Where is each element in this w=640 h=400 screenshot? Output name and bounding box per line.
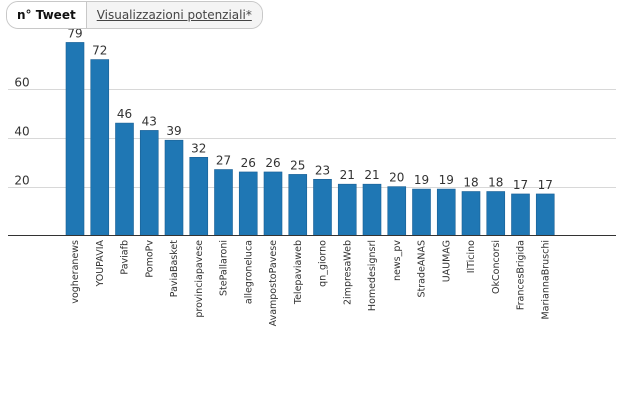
value-label: 25 (290, 158, 305, 172)
value-label: 26 (241, 156, 256, 170)
category-label: news_pv (392, 240, 403, 281)
category-label: PaviaBasket (169, 240, 180, 298)
value-label: 32 (191, 141, 206, 155)
value-label: 19 (439, 173, 454, 187)
value-label: 39 (166, 124, 181, 138)
category-label: IlTicino (466, 240, 477, 273)
tab-tweet-count[interactable]: n° Tweet (7, 2, 87, 28)
bars (65, 42, 555, 236)
category-label: AvampostoPavese (268, 240, 279, 327)
category-label: qn_giorno (318, 240, 329, 287)
bar-StradeANAS[interactable] (412, 188, 431, 236)
category-label: FrancesBrigida (516, 240, 527, 310)
category-label: MariannaBruschi (540, 240, 551, 320)
value-label: 21 (364, 168, 379, 182)
value-label: 26 (265, 156, 280, 170)
category-label: 2impresaWeb (342, 240, 353, 305)
value-label: 18 (488, 176, 503, 190)
y-tick-label: 20 (14, 174, 29, 188)
category-label: vogheranews (70, 240, 81, 304)
metric-tab-bar: n° Tweet Visualizzazioni potenziali* (6, 1, 263, 29)
bar-Telepaviaweb[interactable] (288, 174, 308, 236)
value-label: 20 (389, 171, 404, 185)
bar-Homedesignsrl[interactable] (362, 183, 382, 236)
category-label: Paviafb (120, 240, 131, 275)
value-label: 17 (513, 178, 528, 192)
category-label: OkConcorsi (491, 240, 502, 294)
bar-Paviafb[interactable] (115, 122, 134, 236)
tab-potential-views[interactable]: Visualizzazioni potenziali* (86, 2, 262, 28)
value-label: 23 (315, 163, 330, 177)
y-axis-ticks: 20 40 60 (14, 76, 29, 188)
value-label: 19 (414, 173, 429, 187)
value-label: 46 (117, 107, 132, 121)
bar-AvampostoPavese[interactable] (263, 171, 283, 236)
bar-PomoPv[interactable] (139, 130, 159, 236)
category-label: allegroneluca (243, 240, 254, 304)
category-label: UAUMAG (441, 240, 452, 282)
bar-StePallaroni[interactable] (214, 169, 233, 236)
category-label: YOUPAVIA (95, 240, 106, 288)
category-label: provinciapavese (194, 240, 205, 318)
value-label: 21 (340, 168, 355, 182)
gridlines (8, 89, 616, 188)
bar-allegroneluca[interactable] (238, 171, 258, 236)
category-label: Telepaviaweb (293, 240, 304, 305)
category-label: PomoPv (144, 240, 155, 278)
value-label: 43 (142, 114, 157, 128)
bar-FrancesBrigida[interactable] (511, 193, 530, 236)
category-label: Homedesignsrl (367, 240, 378, 311)
bar-MariannaBruschi[interactable] (535, 193, 555, 236)
value-label: 17 (538, 178, 553, 192)
bar-vogheranews[interactable] (65, 42, 85, 236)
value-label: 18 (463, 176, 478, 190)
bar-OkConcorsi[interactable] (486, 191, 506, 236)
y-tick-label: 40 (14, 125, 29, 139)
bar-PaviaBasket[interactable] (164, 139, 184, 236)
value-label: 79 (67, 26, 82, 40)
y-tick-label: 60 (14, 76, 29, 90)
bar-provinciapavese[interactable] (189, 157, 209, 236)
value-label: 27 (216, 154, 231, 168)
bar-UAUMAG[interactable] (436, 188, 456, 236)
category-label: StradeANAS (417, 240, 428, 298)
bar-2impresaWeb[interactable] (337, 183, 357, 236)
category-label: StePallaroni (219, 240, 230, 296)
x-axis-labels: vogheranews YOUPAVIA Paviafb PomoPv PaviaBas… (70, 240, 551, 327)
value-label: 72 (92, 44, 107, 58)
bar-IlTicino[interactable] (461, 191, 481, 236)
bar-qn_giorno[interactable] (313, 178, 332, 236)
bar-news_pv[interactable] (387, 186, 407, 236)
bar-YOUPAVIA[interactable] (90, 59, 110, 236)
value-labels: 79 72 46 43 39 32 27 26 26 25 23 21 21 20 19 19 18 18 17 17 (67, 26, 553, 192)
